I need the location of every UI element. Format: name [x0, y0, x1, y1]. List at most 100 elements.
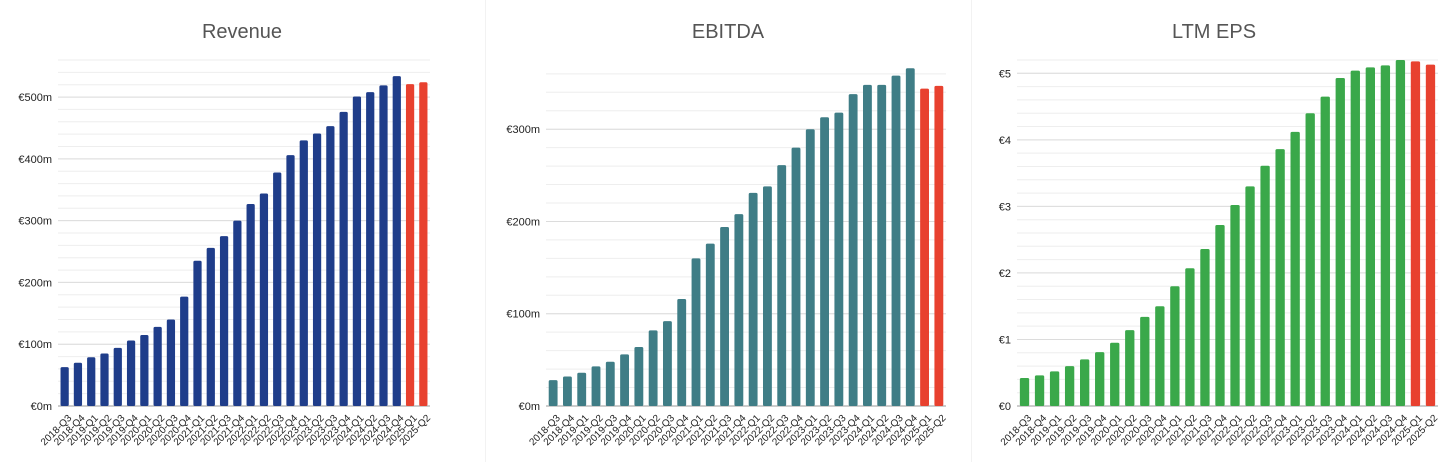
bar	[548, 380, 558, 406]
bar	[1290, 131, 1300, 406]
bar	[100, 353, 109, 406]
bar	[1079, 359, 1090, 406]
bar	[1380, 65, 1391, 407]
revenue-chart-panel: Revenue €0m €100m €200m €300m €400m €500m 2018-…	[0, 0, 485, 462]
bar	[366, 92, 375, 406]
y-tick-label: €100m	[18, 339, 52, 351]
ebitda-chart-panel: EBITDA €0m €100m €200m €300m 2018-Q3 2018-Q4 20…	[486, 0, 971, 462]
bar	[87, 357, 96, 406]
bar	[1155, 306, 1165, 406]
bar	[299, 140, 308, 407]
bar	[1049, 371, 1060, 406]
forecast-bar	[934, 85, 944, 407]
bar	[1335, 77, 1345, 406]
revenue-chart-title: Revenue	[202, 21, 282, 43]
forecast-bar	[1425, 64, 1436, 407]
bar	[1245, 186, 1255, 406]
bar	[877, 84, 887, 407]
bar	[219, 236, 229, 406]
y-tick-label: €100m	[506, 309, 540, 321]
bars	[1019, 60, 1436, 407]
y-tick-label: €300m	[506, 124, 540, 136]
bar	[763, 186, 772, 406]
bar	[1034, 375, 1045, 406]
bar	[648, 330, 658, 406]
ebitda-chart-title: EBITDA	[692, 21, 765, 43]
bar	[1305, 113, 1315, 406]
ltm-eps-chart-title: LTM EPS	[1172, 21, 1256, 43]
bar	[605, 361, 615, 406]
bar	[1230, 205, 1240, 406]
forecast-bar	[405, 84, 415, 406]
ltm-eps-chart-panel: LTM EPS €0 €1 €2 €3 €4 €5 2018-Q3 2018-Q4 2019-Q1…	[972, 0, 1456, 462]
bar	[1350, 70, 1360, 407]
panel-divider	[485, 0, 486, 462]
bar	[820, 117, 829, 407]
bar	[905, 68, 915, 406]
bar	[352, 96, 362, 406]
bar	[663, 321, 672, 406]
bar	[140, 334, 149, 406]
bar	[705, 243, 715, 406]
bar	[1275, 149, 1285, 406]
bar	[620, 354, 629, 406]
forecast-bar	[419, 82, 428, 406]
bar	[166, 319, 176, 406]
y-tick-label: €300m	[18, 216, 52, 228]
bar	[286, 155, 295, 406]
forecast-bar	[920, 88, 929, 407]
bar	[1064, 366, 1075, 406]
bars	[60, 76, 428, 407]
bar	[1200, 248, 1210, 406]
y-tick-label: €500m	[18, 92, 52, 104]
bar	[312, 133, 322, 406]
y-tick-label: €400m	[18, 154, 52, 166]
bar	[379, 85, 388, 406]
bar	[1320, 96, 1330, 406]
bar	[193, 260, 202, 406]
bar	[259, 193, 269, 406]
y-tick-label: €1	[999, 334, 1011, 346]
bar	[1215, 225, 1225, 406]
y-tick-label: €200m	[18, 277, 52, 289]
bars	[548, 68, 944, 407]
bar	[891, 75, 901, 406]
bar	[126, 340, 136, 406]
bar	[233, 220, 242, 406]
y-tick-label: €0m	[31, 401, 52, 413]
bar	[677, 298, 687, 406]
bar	[720, 227, 729, 406]
y-tick-label: €0	[999, 401, 1011, 413]
bar	[1185, 268, 1195, 406]
bar	[339, 111, 348, 407]
bar	[748, 192, 758, 406]
ltm-eps-chart: LTM EPS€0€1€2€3€4€52018-Q32018-Q42019-Q1…	[999, 21, 1441, 448]
y-tick-label: €5	[999, 68, 1011, 80]
y-tick-label: €4	[999, 135, 1011, 147]
bar	[734, 214, 744, 406]
bar	[60, 367, 69, 406]
bar	[1140, 316, 1150, 406]
bar	[113, 347, 122, 406]
ebitda-chart: EBITDA€0m€100m€200m€300m2018-Q32018-Q420…	[506, 21, 948, 448]
y-tick-label: €200m	[506, 216, 540, 228]
bar	[273, 172, 282, 406]
forecast-bar	[1410, 61, 1421, 406]
bar	[153, 326, 162, 406]
bar	[1125, 330, 1135, 406]
bar	[180, 296, 189, 406]
bar	[805, 129, 815, 406]
bar	[73, 362, 83, 406]
bar	[691, 258, 701, 406]
y-tick-label: €3	[999, 201, 1011, 213]
bar	[326, 126, 335, 406]
bar	[834, 112, 844, 406]
bar	[1110, 342, 1120, 406]
bar	[591, 366, 601, 406]
y-tick-label: €2	[999, 268, 1011, 280]
bar	[777, 165, 787, 406]
bar	[1019, 378, 1030, 406]
bar	[634, 346, 644, 406]
bar	[848, 94, 858, 406]
